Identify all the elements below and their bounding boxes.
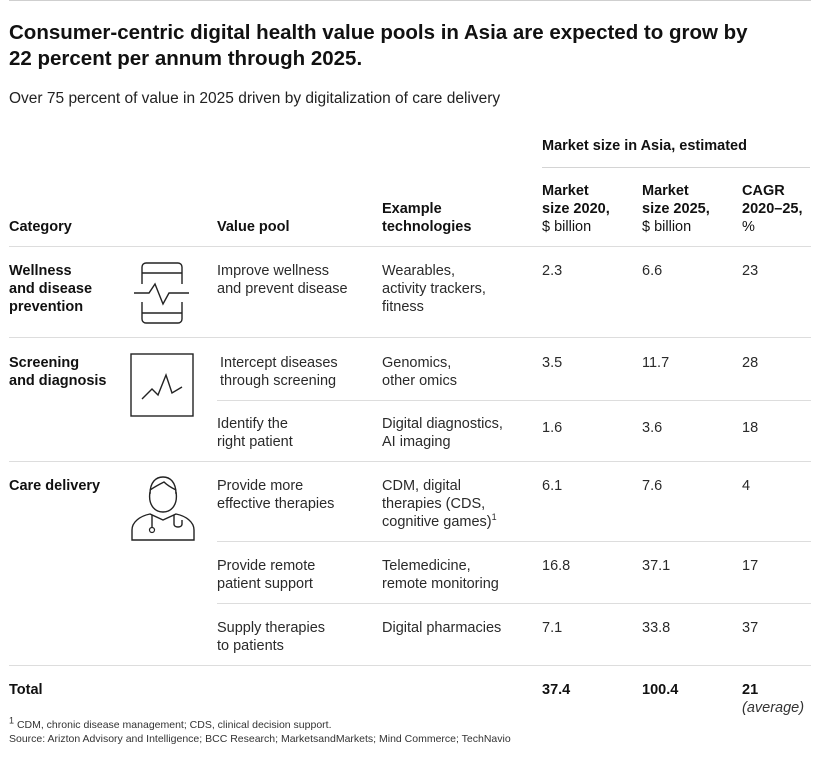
- value-pool-cell: Improve wellness and prevent disease: [217, 263, 348, 297]
- total-market-2025: 100.4: [642, 682, 679, 698]
- total-cagr-note: (average): [742, 700, 805, 716]
- page-title: Consumer-centric digital health value po…: [9, 21, 748, 70]
- market-2020-cell: 16.8: [542, 558, 571, 574]
- technologies-cell: Digital diagnostics, AI imaging: [382, 416, 503, 450]
- market-2020-cell: 6.1: [542, 478, 563, 494]
- total-market-2020: 37.4: [542, 682, 571, 698]
- header-market-size-2025: Market size 2025, $ billion: [642, 183, 710, 235]
- technologies-cell: Genomics, other omics: [382, 355, 457, 389]
- market-size-group-header: Market size in Asia, estimated: [542, 138, 747, 154]
- category-rule: [9, 337, 811, 338]
- header-rule: [9, 246, 811, 247]
- market-2020-cell: 7.1: [542, 620, 563, 636]
- total-rule: [9, 665, 811, 666]
- header-market-size-2020: Market size 2020, $ billion: [542, 183, 610, 235]
- category-care-delivery: Care delivery: [9, 478, 101, 494]
- total-label: Total: [9, 682, 43, 698]
- cagr-cell: 23: [742, 263, 759, 279]
- footnote-marker: 1: [491, 512, 497, 523]
- market-2025-cell: 33.8: [642, 620, 671, 636]
- market-2025-cell: 11.7: [642, 355, 670, 371]
- cagr-cell: 28: [742, 355, 759, 371]
- row-rule: [217, 400, 811, 401]
- source-note: Source: Arizton Advisory and Intelligenc…: [9, 733, 511, 745]
- category-screening: Screening and diagnosis: [9, 355, 107, 389]
- doctor-stethoscope-icon: [131, 476, 195, 541]
- cagr-cell: 37: [742, 620, 759, 636]
- header-category: Category: [9, 219, 72, 235]
- row-rule: [217, 541, 811, 542]
- page-subtitle: Over 75 percent of value in 2025 driven …: [9, 90, 501, 107]
- market-2025-cell: 7.6: [642, 478, 663, 494]
- header-example-technologies: Example technologies: [382, 201, 472, 235]
- group-header-rule: [542, 167, 810, 168]
- header-value-pool: Value pool: [217, 219, 290, 235]
- cagr-cell: 18: [742, 420, 759, 436]
- cagr-cell: 4: [742, 478, 751, 494]
- category-wellness: Wellness and disease prevention: [9, 263, 93, 315]
- technologies-cell: Digital pharmacies: [382, 620, 502, 636]
- market-2020-cell: 2.3: [542, 263, 563, 279]
- value-pool-cell: Provide more effective therapies: [217, 478, 335, 512]
- market-2025-cell: 3.6: [642, 420, 663, 436]
- market-2020-cell: 3.5: [542, 355, 563, 371]
- footnote: 1 CDM, chronic disease management; CDS, …: [9, 715, 332, 731]
- value-pool-cell: Supply therapies to patients: [217, 620, 326, 654]
- cagr-cell: 17: [742, 558, 759, 574]
- value-pool-cell: Intercept diseases through screening: [220, 355, 338, 389]
- value-pool-cell: Identify the right patient: [217, 416, 293, 450]
- market-2025-cell: 6.6: [642, 263, 663, 279]
- value-pool-cell: Provide remote patient support: [217, 558, 316, 592]
- total-cagr: 21 (average): [742, 682, 805, 716]
- header-cagr: CAGR 2020–25,%: [742, 183, 803, 235]
- market-2025-cell: 37.1: [642, 558, 671, 574]
- top-rule: [9, 0, 811, 1]
- category-rule: [9, 461, 811, 462]
- technologies-cell: Wearables, activity trackers, fitness: [382, 263, 486, 315]
- row-rule: [217, 603, 811, 604]
- market-2020-cell: 1.6: [542, 420, 563, 436]
- technologies-cell: Telemedicine, remote monitoring: [382, 558, 499, 592]
- technologies-cell: CDM, digital therapies (CDS, cognitive gam…: [382, 478, 497, 530]
- smartphone-heartbeat-icon: [134, 262, 189, 324]
- monitor-graph-icon: [130, 353, 194, 417]
